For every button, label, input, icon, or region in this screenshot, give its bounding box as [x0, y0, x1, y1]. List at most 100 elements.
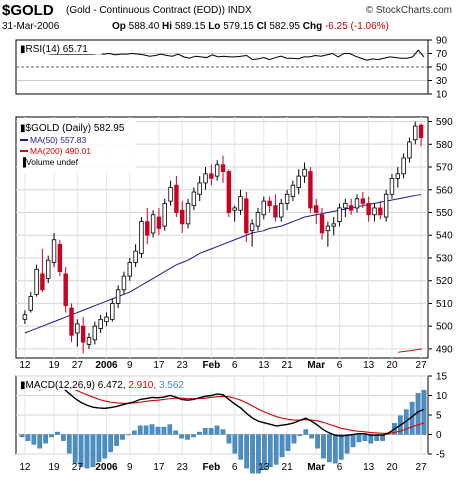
candle-body — [232, 207, 237, 211]
macd-histogram-bar — [120, 434, 125, 440]
macd-histogram-bar — [78, 434, 84, 468]
candle-body — [418, 124, 424, 138]
candle-body — [180, 209, 185, 225]
candle-body — [191, 191, 197, 207]
x-tick-label: 20 — [386, 360, 398, 371]
ma200-legend-label: MA(200) 490.01 — [30, 146, 91, 156]
change-value: -6.25 (-1.06%) — [324, 21, 389, 32]
x-tick-label: 17 — [153, 360, 165, 371]
macd-histogram-bar — [96, 434, 102, 463]
macd-histogram-bar — [149, 424, 155, 435]
ohlc-summary: Op 588.40 Hi 589.15 Lo 579.15 Cl 582.95 … — [112, 21, 389, 32]
candle-body — [28, 296, 33, 311]
x-tick-label: 21 — [282, 462, 294, 473]
macd-tick-label: 15 — [436, 372, 448, 383]
price-tick-label: 540 — [436, 231, 453, 242]
candle-body — [203, 173, 208, 184]
candle-body — [348, 205, 354, 211]
macd-histogram-bar — [61, 434, 66, 441]
macd-histogram-bar — [244, 434, 249, 469]
candle-body — [22, 314, 28, 320]
price-legend-title: ▮$GOLD (Daily) 582.95 — [20, 123, 125, 134]
candle-body — [98, 318, 103, 329]
macd-histogram-bar — [197, 431, 202, 435]
candle-body — [284, 193, 290, 204]
close-value: 582.95 — [269, 21, 300, 32]
macd-histogram-bar — [161, 426, 167, 435]
candle-body — [133, 250, 138, 263]
macd-histogram-bar — [250, 434, 255, 474]
candle-body — [51, 239, 57, 263]
ma50-legend-label: MA(50) 557.83 — [30, 135, 86, 145]
chart-header: $GOLD (Gold - Continuous Contract (EOD))… — [0, 0, 460, 38]
volume-legend-label: ▐Volume undef — [20, 157, 79, 168]
x-tick-label: 27 — [72, 360, 84, 371]
candle-body — [150, 214, 156, 234]
candle-body — [92, 325, 98, 341]
candle-body — [209, 173, 214, 179]
macd-histogram-bar — [66, 434, 72, 454]
macd-histogram-bar — [108, 434, 114, 453]
rsi-tick-label: 30 — [436, 76, 448, 87]
candle-body — [75, 323, 80, 334]
x-tick-label: Feb — [202, 462, 220, 473]
candle-body — [244, 198, 249, 234]
macd-histogram-bar — [421, 389, 427, 435]
macd-histogram-bar — [220, 429, 226, 435]
macd-histogram-bar — [49, 434, 54, 438]
macd-histogram-bar — [285, 434, 291, 451]
macd-histogram-bar — [273, 434, 279, 465]
candle-body — [249, 223, 255, 232]
candle-body — [197, 182, 202, 195]
brand-watermark: © StockCharts.com — [365, 5, 452, 16]
candle-body — [372, 207, 377, 216]
x-tick-label: 12 — [19, 360, 31, 371]
macd-panel: 15 10 5 0 -5 ▮MACD(12,26,9) 6.472, 2.910, 3.5… — [15, 372, 448, 474]
macd-tick-label: -5 — [436, 450, 445, 461]
open-label: Op — [112, 21, 126, 32]
candle-body — [360, 198, 366, 204]
macd-histogram-bar — [279, 434, 285, 458]
candle-body — [220, 164, 226, 172]
macd-histogram-bar — [327, 434, 332, 463]
macd-histogram-bar — [72, 434, 78, 464]
price-tick-label: 500 — [436, 322, 453, 333]
macd-histogram-bar — [102, 434, 108, 459]
candle-body — [156, 216, 162, 229]
x-tick-label: 27 — [72, 462, 84, 473]
x-tick-label: 9 — [127, 462, 133, 473]
open-value: 588.40 — [128, 21, 160, 32]
x-tick-label: 2006 — [95, 462, 118, 473]
macd-histogram-bar — [303, 429, 309, 435]
macd-histogram-bar — [143, 425, 149, 435]
macd-histogram-bar — [84, 434, 90, 469]
candle-body — [40, 273, 45, 291]
macd-histogram-bar — [191, 434, 196, 438]
candle-body — [80, 325, 86, 343]
x-tick-label: 20 — [386, 462, 398, 473]
x-tick-label: 13 — [258, 462, 270, 473]
macd-histogram-bar — [214, 425, 220, 435]
macd-histogram-bar — [226, 434, 232, 444]
candle-body — [331, 223, 336, 227]
x-tick-label: 13 — [258, 360, 270, 371]
x-tick-label: Mar — [307, 462, 325, 473]
candle-body — [127, 262, 132, 277]
x-tick-label: 19 — [48, 462, 60, 473]
x-tick-label: 6 — [232, 360, 238, 371]
high-label: Hi — [162, 21, 173, 32]
macd-histogram-bar — [114, 434, 119, 446]
candle-body — [121, 275, 127, 291]
x-tick-label: 13 — [363, 360, 375, 371]
close-label: Cl — [256, 21, 267, 32]
macd-histogram-bar — [262, 434, 267, 470]
rsi-tick-label: 10 — [436, 90, 448, 101]
symbol-title: $GOLD — [2, 2, 54, 19]
candle-body — [401, 157, 406, 175]
macd-histogram-bar — [350, 434, 356, 448]
candle-body — [145, 221, 150, 236]
macd-histogram-bar — [256, 434, 261, 474]
x-tick-label: 2006 — [95, 360, 118, 371]
change-label: Chg — [302, 21, 323, 32]
